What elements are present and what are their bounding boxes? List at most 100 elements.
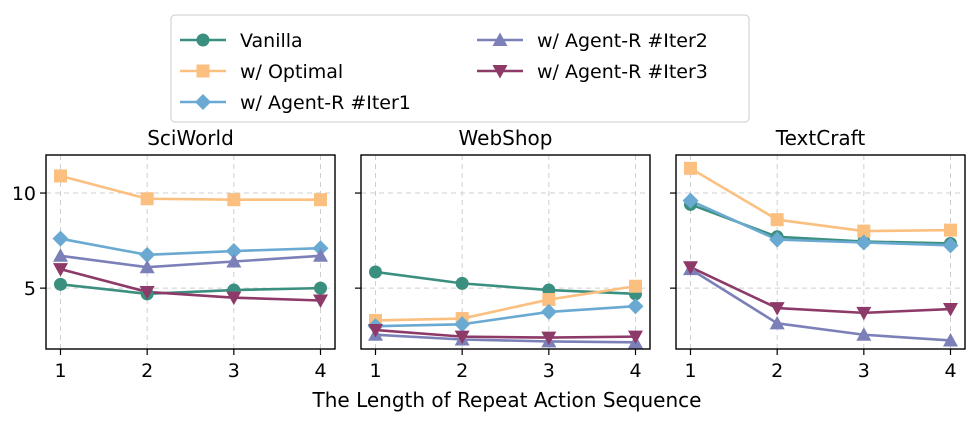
data-point-vanilla	[369, 265, 382, 279]
legend-label: w/ Agent-R #Iter3	[537, 61, 708, 83]
data-point-vanilla	[455, 276, 469, 290]
data-point-w-agent-r-iter3	[943, 303, 958, 317]
legend-frame	[170, 14, 750, 123]
data-point-w-agent-r-iter2	[53, 248, 68, 262]
data-point-w-agent-r-iter3	[368, 323, 383, 338]
legend-label: Vanilla	[240, 30, 303, 52]
data-point-w-agent-r-iter1	[682, 192, 699, 209]
x-tick-label: 4	[944, 360, 956, 382]
data-point-w-agent-r-iter1	[454, 316, 471, 333]
data-point-w-agent-r-iter2	[139, 259, 155, 274]
legend-label: w/ Agent-R #Iter2	[537, 30, 708, 52]
data-point-w-agent-r-iter3	[856, 306, 872, 321]
legend-marker-vanilla	[196, 33, 210, 47]
y-tick-label: 5	[24, 278, 36, 300]
data-point-w-agent-r-iter2	[856, 327, 872, 341]
data-point-w-agent-r-iter3	[226, 291, 242, 306]
plot-frame	[360, 154, 651, 350]
data-point-w-agent-r-iter1	[312, 240, 329, 257]
series-line-vanilla	[60, 283, 321, 296]
x-tick-label: 4	[314, 360, 326, 382]
series-line-w-optimal	[60, 174, 321, 201]
legend-marker-w-agent-r-iter2	[492, 32, 508, 46]
data-point-w-agent-r-iter1	[855, 234, 872, 251]
panel-title: TextCraft	[775, 126, 866, 150]
data-point-w-agent-r-iter3	[541, 331, 557, 346]
x-tick-label: 1	[684, 360, 696, 382]
panel-title: WebShop	[459, 126, 553, 150]
legend-item-w-optimal: w/ Optimal	[180, 61, 343, 83]
x-tick-label: 4	[629, 360, 641, 382]
x-tick-label: 1	[54, 360, 66, 382]
plot-frame	[45, 154, 336, 350]
series-line-w-optimal	[375, 284, 636, 322]
data-point-w-optimal	[542, 293, 556, 307]
data-point-w-optimal	[684, 161, 697, 175]
series-line-w-optimal	[689, 167, 951, 233]
data-point-w-agent-r-iter3	[769, 302, 785, 316]
data-point-w-agent-r-iter2	[313, 248, 328, 262]
data-point-w-optimal	[227, 193, 241, 207]
panel-title: SciWorld	[147, 126, 234, 150]
series-line-w-agent-r-iter3	[375, 328, 636, 339]
data-point-w-agent-r-iter1	[225, 243, 242, 260]
series-line-vanilla	[690, 203, 951, 245]
panels: SciWorld 1 2 3 4 5 10 WebShop 1 2 3 4 TextCraft 1 2 3 4	[12, 126, 966, 382]
panel-textcraft: TextCraft 1 2 3 4	[670, 126, 966, 382]
data-point-w-optimal	[857, 224, 871, 238]
panel-sciworld: SciWorld 1 2 3 4 5 10	[12, 126, 336, 382]
data-point-w-agent-r-iter1	[627, 298, 644, 315]
data-point-w-agent-r-iter3	[628, 330, 643, 345]
legend-item-w-agent-r-iter1: w/ Agent-R #Iter1	[180, 92, 411, 114]
data-point-w-agent-r-iter3	[683, 261, 698, 275]
data-point-w-agent-r-iter1	[52, 230, 69, 247]
series-line-w-agent-r-iter1	[375, 304, 636, 328]
series-line-w-agent-r-iter3	[60, 267, 321, 302]
series-line-w-agent-r-iter3	[689, 266, 951, 315]
data-point-w-optimal	[629, 279, 642, 293]
series-line-w-agent-r-iter2	[689, 268, 951, 342]
data-point-w-optimal	[944, 223, 957, 237]
x-tick-label: 3	[228, 360, 240, 382]
legend-marker-w-optimal	[196, 64, 210, 78]
x-tick-label: 3	[858, 360, 870, 382]
legend-item-w-agent-r-iter2: w/ Agent-R #Iter2	[477, 30, 708, 52]
legend-label: w/ Optimal	[240, 61, 343, 83]
data-point-w-agent-r-iter2	[226, 254, 242, 268]
series-line-vanilla	[375, 270, 636, 296]
data-point-w-agent-r-iter2	[769, 315, 785, 330]
data-point-w-optimal	[54, 169, 67, 183]
data-point-w-agent-r-iter1	[769, 231, 786, 248]
legend-marker-w-agent-r-iter3	[492, 65, 508, 79]
legend-marker-w-agent-r-iter1	[195, 94, 211, 110]
x-tick-label: 1	[369, 360, 381, 382]
series-line-w-agent-r-iter2	[375, 333, 636, 344]
x-tick-label: 2	[456, 360, 468, 382]
y-tick-label: 10	[12, 183, 36, 205]
panel-webshop: WebShop 1 2 3 4	[355, 126, 651, 382]
data-point-w-agent-r-iter3	[53, 263, 68, 277]
x-tick-label: 3	[543, 360, 555, 382]
data-point-vanilla	[314, 281, 327, 295]
data-point-w-agent-r-iter3	[313, 294, 328, 308]
series-line-w-agent-r-iter1	[60, 237, 321, 257]
data-point-w-optimal	[314, 193, 327, 207]
legend: Vanilla w/ Optimal w/ Agent-R #Iter1 w/ Age…	[170, 14, 750, 123]
data-point-vanilla	[54, 277, 67, 291]
data-point-w-agent-r-iter3	[454, 330, 470, 345]
data-point-w-agent-r-iter1	[942, 237, 959, 254]
series-line-w-agent-r-iter1	[689, 199, 951, 247]
data-point-w-optimal	[140, 192, 154, 206]
data-point-w-agent-r-iter1	[139, 246, 156, 263]
x-tick-label: 2	[771, 360, 783, 382]
legend-item-vanilla: Vanilla	[180, 30, 303, 52]
data-point-w-agent-r-iter1	[540, 303, 557, 320]
legend-item-w-agent-r-iter3: w/ Agent-R #Iter3	[477, 61, 708, 83]
data-point-w-agent-r-iter3	[139, 285, 155, 300]
x-tick-label: 2	[141, 360, 153, 382]
legend-label: w/ Agent-R #Iter1	[240, 92, 411, 114]
plot-frame	[675, 154, 966, 350]
data-point-w-agent-r-iter2	[943, 332, 958, 347]
data-point-w-optimal	[770, 213, 784, 227]
